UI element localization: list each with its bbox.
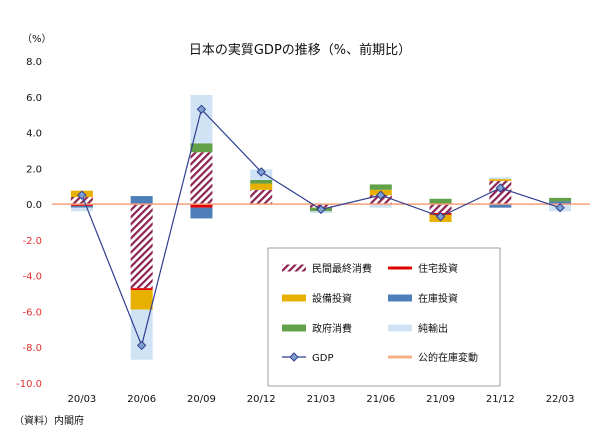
legend-label: 設備投資 [312,292,352,305]
bar-segment [190,143,213,153]
legend-swatch [282,264,306,272]
gdp-point [316,204,326,215]
gdp-point [555,202,565,213]
bar-segment [70,204,93,206]
legend-swatch [388,266,412,270]
bar-segment [429,204,452,214]
y-tick-label: 4.0 [26,129,42,140]
legend-label: 住宅投資 [418,262,458,275]
bar-segment [130,289,153,310]
bar-segment [489,177,512,180]
y-tick-label: 2.0 [26,164,42,175]
legend-label: 純輸出 [418,322,448,335]
bar-segment [489,204,512,208]
gdp-point [196,104,207,115]
gdp-point [376,190,386,200]
x-tick-label: 20/06 [127,394,156,405]
gdp-point [77,190,87,200]
bar-segment [190,204,213,208]
x-tick-label: 21/12 [486,394,515,405]
bar-segment [250,179,273,184]
bar-segment [190,94,213,144]
y-tick-label: 0.0 [26,200,42,211]
x-tick-label: 21/06 [366,394,395,405]
legend-swatch [388,294,412,302]
bar-segment [549,197,572,202]
gdp-line-series [77,104,565,351]
gdp-point [435,211,446,222]
legend-label: 在庫投資 [418,292,458,305]
x-tick-label: 21/09 [426,394,455,405]
y-tick-label: -4.0 [22,272,42,283]
y-tick-label: -10.0 [16,379,42,390]
legend-label: 公的在庫変動 [418,351,478,364]
bar-segment [190,152,213,205]
bar-segment [489,179,512,181]
legend-label: 政府消費 [312,322,352,335]
source-label: （資料）内閣府 [14,414,84,427]
legend-label: 民間最終消費 [312,262,372,275]
x-tick-label: 20/03 [67,394,96,405]
x-tick-label: 21/03 [307,394,336,405]
y-axis-ticks: 8.0 6.0 4.0 2.0 0.0 -2.0 -4.0 -6.0 -8.0 -10.0 [16,57,42,390]
x-axis-ticks: 20/03 20/06 20/09 20/12 21/03 21/06 21/09 21/12… [67,394,574,405]
bar-segment [369,204,392,208]
x-tick-label: 20/09 [187,394,216,405]
legend-box [267,247,501,387]
legend-swatch-marker [289,352,299,362]
bar-segment [250,183,273,190]
x-tick-label: 22/03 [546,394,575,405]
legend-swatch [282,324,306,332]
gdp-point [136,340,147,351]
chart-title: 日本の実質GDPの推移（%、前期比） [189,42,411,58]
bar-segment [429,198,452,205]
bar-segment [70,196,93,205]
bar-segment [130,204,153,289]
y-tick-label: 8.0 [26,57,42,68]
legend-swatch [282,294,306,302]
gdp-point [495,183,506,193]
bar-segment [70,207,93,212]
x-tick-label: 20/12 [247,394,276,405]
bar-segment [130,196,153,205]
bar-segment [250,189,273,205]
legend-swatch [388,355,412,359]
bar-segment [549,201,572,205]
y-tick-label: 6.0 [26,93,42,104]
y-tick-label: -6.0 [22,307,42,318]
bar-segment [369,184,392,190]
bar-segment [130,288,153,290]
y-tick-label: -2.0 [22,236,42,247]
bar-segment [190,207,213,219]
legend-label: GDP [312,353,333,364]
gdp-point [256,167,266,177]
legend-swatch [388,324,412,332]
y-unit-label: （%） [22,33,52,45]
bar-segment [70,205,93,208]
y-tick-label: -8.0 [22,343,42,354]
